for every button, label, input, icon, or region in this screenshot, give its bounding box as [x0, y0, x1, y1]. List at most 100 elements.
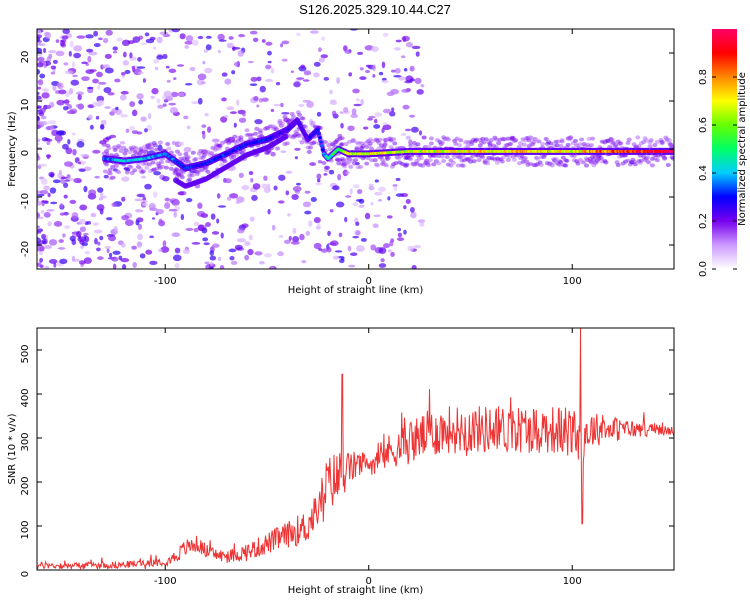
- spectrogram-speckle: [136, 66, 146, 69]
- spectrogram-halo: [254, 126, 260, 131]
- spectrogram-speckle: [352, 184, 360, 189]
- spectrogram-speckle: [392, 184, 398, 187]
- spectrogram-speckle: [304, 210, 312, 215]
- spectrogram-speckle: [121, 176, 130, 182]
- spectrogram-speckle: [261, 97, 269, 102]
- spectrogram-speckle: [358, 204, 365, 208]
- spectrogram-speckle: [212, 243, 220, 248]
- spectrogram-speckle: [138, 223, 142, 231]
- spectrogram-speckle: [106, 217, 113, 221]
- spectrogram-halo: [662, 155, 668, 160]
- spectrogram-halo: [369, 158, 375, 163]
- spectrogram-halo: [117, 145, 123, 150]
- spectrogram-speckle: [112, 46, 118, 51]
- spectrogram-speckle: [316, 173, 322, 180]
- spectrogram-speckle: [189, 66, 196, 72]
- spectrogram-speckle: [382, 32, 389, 37]
- spectrogram-ridge-point: [318, 136, 322, 140]
- spectrogram-speckle: [356, 245, 365, 252]
- spectrogram-halo: [253, 131, 259, 136]
- spectrogram-halo: [358, 164, 364, 169]
- spectrogram-halo: [559, 139, 565, 144]
- spectrogram-speckle: [419, 221, 425, 227]
- spectrogram-halo: [521, 142, 527, 147]
- spectrogram-halo: [173, 167, 179, 172]
- snr-ytick-label: 400: [20, 388, 31, 407]
- spectrogram-halo: [609, 137, 615, 142]
- spectrogram-halo: [553, 156, 559, 161]
- colorbar-tick-label: 0.6: [698, 117, 709, 133]
- spectrogram-halo: [107, 171, 113, 176]
- spectrogram-speckle: [250, 76, 258, 82]
- spectrogram-speckle: [281, 58, 288, 62]
- spectrogram-halo: [124, 170, 130, 175]
- spectrogram-speckle: [378, 199, 383, 202]
- spectrogram-speckle: [64, 70, 74, 75]
- spectrogram-halo: [563, 163, 569, 168]
- spectrogram-halo: [575, 161, 581, 166]
- spectrogram-speckle: [416, 89, 424, 95]
- spectrogram-speckle: [389, 240, 394, 247]
- snr-plot: [37, 328, 674, 570]
- spectrogram-halo: [436, 161, 442, 166]
- spectrogram-speckle: [400, 133, 407, 136]
- spectrogram-speckle: [234, 61, 240, 67]
- spectrogram-speckle: [39, 73, 46, 79]
- spectrogram-halo: [603, 160, 609, 165]
- spectrogram-speckle: [303, 70, 312, 76]
- spectrogram-speckle: [359, 76, 367, 81]
- spectrogram-halo: [643, 138, 649, 143]
- spectrogram-speckle: [119, 141, 126, 145]
- spectrogram-halo: [179, 175, 185, 180]
- spectrogram-speckle: [193, 221, 200, 227]
- spectrogram-speckle: [162, 240, 167, 247]
- spectrogram-speckle: [97, 85, 101, 90]
- spectrogram-speckle: [81, 61, 88, 65]
- spectrogram-speckle: [58, 89, 67, 95]
- spectrogram-speckle: [329, 240, 339, 247]
- spectrogram-speckle: [37, 225, 41, 229]
- spectrogram-speckle: [347, 125, 355, 131]
- spectrogram-speckle: [111, 256, 119, 262]
- spectrogram-speckle: [236, 238, 246, 243]
- snr-xlabel: Height of straight line (km): [288, 585, 424, 596]
- spectrogram-halo: [508, 141, 514, 146]
- spectrogram-ytick-label: -20: [20, 241, 31, 257]
- spectrogram-halo: [146, 162, 152, 167]
- spectrogram-speckle: [300, 64, 306, 69]
- spectrogram-speckle: [89, 124, 94, 130]
- spectrogram-speckle: [277, 200, 285, 204]
- spectrogram-speckle: [86, 48, 94, 53]
- spectrogram-speckle: [73, 45, 83, 52]
- spectrogram-speckle: [323, 76, 330, 81]
- spectrogram-speckle: [263, 175, 268, 181]
- spectrogram-xtick-label: -100: [154, 276, 177, 287]
- spectrogram-speckle: [301, 259, 307, 264]
- spectrogram-speckle: [69, 40, 74, 48]
- spectrogram-speckle: [43, 185, 50, 191]
- spectrogram-speckle: [271, 224, 276, 231]
- spectrogram-speckle: [229, 193, 239, 199]
- spectrogram-halo: [659, 141, 665, 146]
- spectrogram-speckle: [120, 242, 126, 248]
- spectrogram-speckle: [106, 248, 110, 254]
- spectrogram-halo: [303, 125, 309, 130]
- spectrogram-halo: [488, 138, 494, 143]
- spectrogram-speckle: [113, 225, 118, 233]
- spectrogram-speckle: [229, 255, 235, 261]
- spectrogram-speckle: [203, 49, 208, 53]
- spectrogram-halo: [193, 157, 199, 162]
- spectrogram-halo: [355, 141, 361, 146]
- spectrogram-speckle: [258, 261, 265, 265]
- spectrogram-speckle: [285, 170, 293, 174]
- spectrogram-speckle: [228, 36, 234, 40]
- spectrogram-speckle: [177, 92, 185, 97]
- spectrogram-halo: [311, 140, 317, 145]
- spectrogram-speckle: [373, 124, 381, 129]
- spectrogram-speckle: [404, 80, 413, 84]
- spectrogram-speckle: [37, 193, 45, 197]
- spectrogram-halo: [299, 140, 305, 145]
- spectrogram-speckle: [234, 244, 243, 250]
- spectrogram-halo: [122, 151, 128, 156]
- spectrogram-halo: [645, 155, 651, 160]
